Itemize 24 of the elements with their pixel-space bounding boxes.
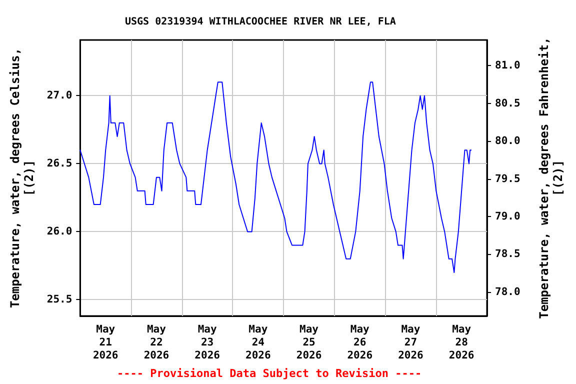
line-series <box>80 82 472 273</box>
x-tick-label: May 21 2026 <box>92 324 118 362</box>
x-tick-label: May 26 2026 <box>347 324 373 362</box>
y2-tick-label: 79.5 <box>495 172 520 185</box>
y2-tick-label: 80.5 <box>495 97 520 110</box>
x-tick-label: May 23 2026 <box>194 324 220 362</box>
y2-tick-label: 78.0 <box>495 286 520 298</box>
x-tick-label: May 24 2026 <box>246 324 271 362</box>
x-tick-label: May 28 2026 <box>448 324 474 362</box>
x-tick-label: May 25 2026 <box>296 324 322 362</box>
y-tick-label: 27.0 <box>46 90 72 102</box>
chart-title: USGS 02319394 WITHLACOOCHEE RIVER NR LEE, FLA <box>125 16 396 28</box>
y2-tick-label: 78.5 <box>495 248 520 260</box>
x-tick-label: May 27 2026 <box>398 324 424 362</box>
y2-tick-label: 81.0 <box>495 60 520 72</box>
y2-tick-label: 79.0 <box>495 210 520 222</box>
y2-axis-title: Temperature, water, degrees Fahrenheit, [(2)] <box>537 37 565 319</box>
y2-tick-label: 80.0 <box>495 135 520 148</box>
x-tick-label: May 22 2026 <box>144 324 170 362</box>
y-axis-title: Temperature, water, degrees Celsius, [(2)] <box>8 48 36 308</box>
text: ---- Provisional Data Subject to Revision ---- <box>117 367 422 380</box>
y-tick-label: 26.5 <box>46 158 72 170</box>
y-tick-label: 26.0 <box>46 226 72 238</box>
y-tick-label: 25.5 <box>46 294 72 306</box>
